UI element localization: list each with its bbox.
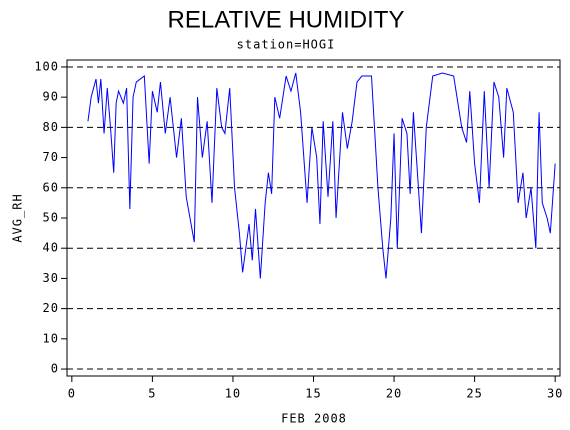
y-tick-label: 100 xyxy=(34,59,59,73)
y-tick-label: 0 xyxy=(51,362,59,376)
plot-frame xyxy=(66,59,561,377)
y-tick-label: 50 xyxy=(43,211,59,225)
x-tick-label: 25 xyxy=(466,387,482,401)
x-tick-label: 5 xyxy=(148,387,156,401)
y-axis-label: AVG_RH xyxy=(11,193,25,242)
x-tick-label: 15 xyxy=(305,387,321,401)
x-tick-label: 30 xyxy=(547,387,563,401)
chart-subtitle: station=HOGI xyxy=(237,38,336,52)
y-tick-label: 20 xyxy=(43,301,59,315)
y-tick-label: 80 xyxy=(43,120,59,134)
x-tick-label: 20 xyxy=(386,387,402,401)
y-tick-label: 40 xyxy=(43,241,59,255)
y-tick-label: 60 xyxy=(43,180,59,194)
y-tick-label: 70 xyxy=(43,150,59,164)
y-tick-label: 30 xyxy=(43,271,59,285)
x-axis-label: FEB 2008 xyxy=(281,412,347,426)
chart-title: RELATIVE HUMIDITY xyxy=(168,6,405,33)
x-tick-label: 10 xyxy=(225,387,241,401)
y-tick-label: 10 xyxy=(43,331,59,345)
line xyxy=(87,72,556,279)
x-tick-label: 0 xyxy=(68,387,76,401)
y-tick-label: 90 xyxy=(43,90,59,104)
